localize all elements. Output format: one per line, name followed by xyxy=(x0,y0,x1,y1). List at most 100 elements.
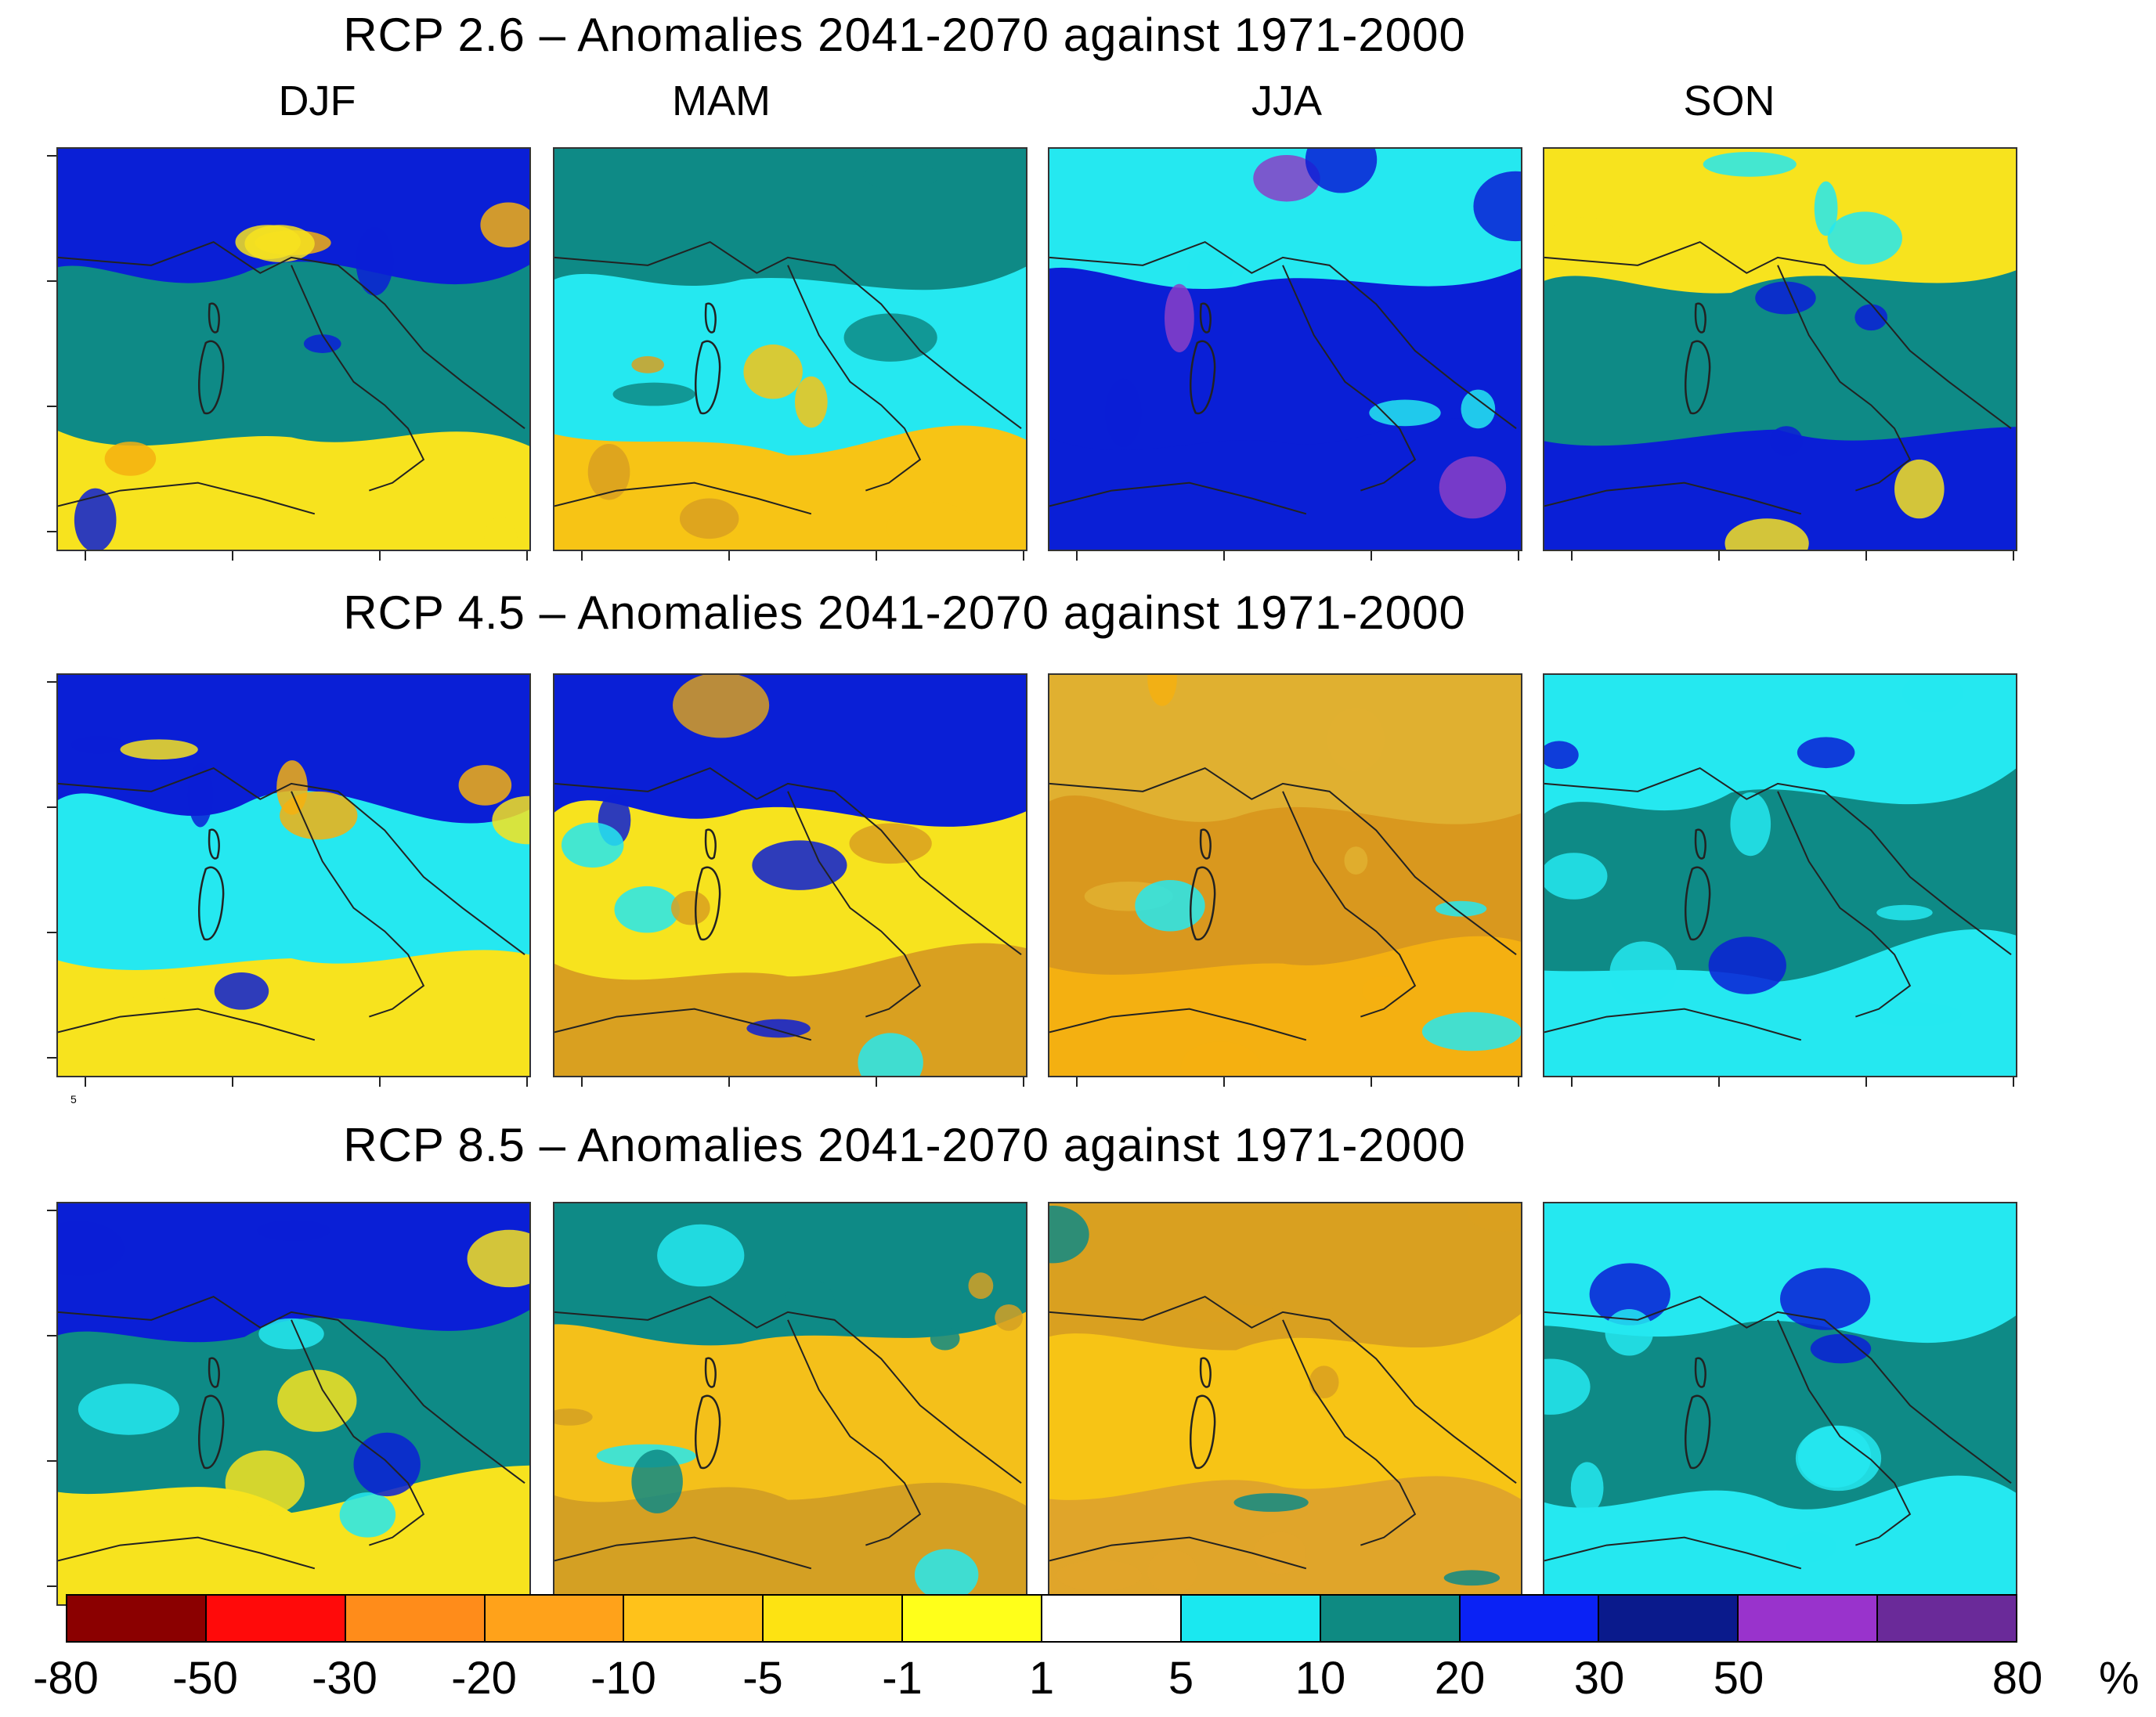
map-panel-jja-row1 xyxy=(1048,147,1522,551)
axis-tick-y xyxy=(47,1335,56,1337)
field-patch xyxy=(1147,675,1177,706)
sardinia-outline xyxy=(198,340,225,415)
season-label-son: SON xyxy=(1683,78,1775,124)
colorbar-swatch-5 xyxy=(764,1596,904,1641)
axis-tick-x xyxy=(1517,1077,1519,1087)
field-patch xyxy=(120,739,198,760)
field-patch xyxy=(849,823,932,864)
field-south xyxy=(554,943,1026,1076)
field-patch xyxy=(303,334,341,353)
map-panel-mam-row2 xyxy=(553,673,1027,1077)
axis-tick-x xyxy=(85,551,87,561)
field-patch xyxy=(930,1326,960,1351)
field-patch xyxy=(1105,378,1142,448)
field-patch xyxy=(561,822,624,868)
field-patch xyxy=(1344,846,1368,875)
field-south xyxy=(58,1465,529,1604)
axis-tick-y xyxy=(47,280,56,283)
field-patch xyxy=(1461,389,1496,429)
corsica-outline xyxy=(1694,828,1706,860)
field-patch xyxy=(484,517,518,550)
field-north xyxy=(58,149,529,285)
field-patch xyxy=(1708,936,1786,994)
field-patch xyxy=(1187,250,1233,287)
field-patch xyxy=(356,227,394,296)
colorbar-label: -50 xyxy=(172,1653,238,1704)
field-north xyxy=(1049,149,1521,290)
field-patch xyxy=(1605,1308,1654,1356)
field-patch xyxy=(914,1549,979,1601)
colorbar xyxy=(66,1594,2017,1643)
colorbar-label: -5 xyxy=(742,1653,783,1704)
field-patch xyxy=(1770,426,1803,456)
colorbar-label: 20 xyxy=(1434,1653,1486,1704)
field-patch xyxy=(858,1033,923,1076)
field-patch xyxy=(1435,900,1487,917)
field-south xyxy=(1544,929,2016,1076)
field-patch xyxy=(1362,976,1404,1006)
axis-tick-x xyxy=(1718,1077,1721,1087)
field-patch xyxy=(1570,1462,1604,1513)
row-title-rcp26: RCP 2.6 – Anomalies 2041-2070 against 19… xyxy=(343,9,1466,61)
sardinia-outline xyxy=(695,340,721,415)
field-patch xyxy=(1049,1205,1089,1264)
field-patch xyxy=(887,502,977,550)
field-patch xyxy=(784,1279,836,1333)
colorbar-swatch-3 xyxy=(485,1596,625,1641)
field-patch xyxy=(1609,941,1677,1004)
field-patch xyxy=(1546,217,1620,265)
colorbar-label: 10 xyxy=(1295,1653,1346,1704)
sardinia-outline xyxy=(198,1394,225,1470)
field-patch xyxy=(1135,879,1205,932)
axis-tick-x xyxy=(1022,551,1024,561)
field-patch xyxy=(863,161,938,190)
colorbar-swatch-2 xyxy=(345,1596,486,1641)
sardinia-outline xyxy=(695,1394,721,1470)
colorbar-swatch-1 xyxy=(206,1596,346,1641)
field-patch xyxy=(214,972,269,1010)
sardinia-outline xyxy=(1685,1394,1711,1470)
corsica-outline xyxy=(1694,302,1706,334)
field-patch xyxy=(1780,1268,1871,1330)
field-patch xyxy=(1421,1012,1521,1051)
field-north xyxy=(1544,675,2016,814)
field-patch xyxy=(657,1224,745,1287)
colorbar-label: -20 xyxy=(451,1653,517,1704)
colorbar-label: -30 xyxy=(312,1653,377,1704)
field-south xyxy=(1049,418,1521,550)
field-patch xyxy=(679,498,739,539)
field-south xyxy=(554,1482,1026,1604)
sardinia-outline xyxy=(695,866,721,941)
field-patch xyxy=(554,1408,593,1426)
axis-tick-x xyxy=(728,551,731,561)
colorbar-swatch-10 xyxy=(1460,1596,1600,1641)
field-patch xyxy=(671,890,710,925)
field-patch xyxy=(614,886,680,933)
field-patch xyxy=(1467,1203,1521,1232)
field-patch xyxy=(1188,1304,1280,1323)
corsica-outline xyxy=(1199,828,1212,860)
colorbar-unit: % xyxy=(2099,1653,2140,1704)
field-patch xyxy=(1439,456,1507,519)
axis-tick-x xyxy=(1571,551,1573,561)
field-patch xyxy=(1797,737,1855,769)
coastline xyxy=(58,240,525,515)
field-patch xyxy=(277,1369,357,1432)
field-patch xyxy=(843,313,937,362)
coastline xyxy=(58,1295,525,1570)
colorbar-swatch-11 xyxy=(1599,1596,1739,1641)
sardinia-outline xyxy=(1190,866,1216,941)
map-field xyxy=(1544,675,2016,1076)
map-field xyxy=(58,149,529,550)
corsica-outline xyxy=(704,1357,717,1388)
field-patch xyxy=(746,1019,811,1038)
field-patch xyxy=(1180,1041,1261,1076)
field-patch xyxy=(492,795,529,845)
field-patch xyxy=(74,488,117,550)
field-patch xyxy=(743,344,803,399)
field-patch xyxy=(1443,1570,1501,1586)
coastline xyxy=(1049,240,1517,515)
field-patch xyxy=(995,1304,1024,1331)
axis-tick-x xyxy=(1371,551,1373,561)
map-field xyxy=(554,149,1026,550)
